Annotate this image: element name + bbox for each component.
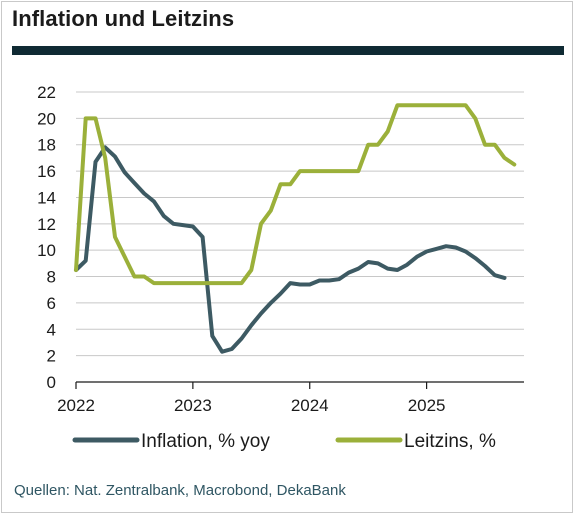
y-axis-tick-labels: 0 2 4 6 8 10 12 14 16 18 20 22 bbox=[37, 83, 56, 392]
legend: Inflation, % yoy Leitzins, % bbox=[72, 431, 496, 452]
y-tick-label-10: 10 bbox=[37, 241, 56, 260]
y-tick-label-2: 2 bbox=[47, 347, 56, 366]
y-tick-label-12: 12 bbox=[37, 215, 56, 234]
series-line-inflation bbox=[74, 145, 507, 354]
y-tick-label-20: 20 bbox=[37, 109, 56, 128]
y-tick-label-4: 4 bbox=[47, 320, 56, 339]
y-tick-label-0: 0 bbox=[47, 373, 56, 392]
grid-lines bbox=[76, 91, 524, 357]
y-tick-label-14: 14 bbox=[37, 188, 56, 207]
chart-title: Inflation und Leitzins bbox=[12, 6, 235, 31]
y-tick-label-22: 22 bbox=[37, 83, 56, 102]
y-tick-label-16: 16 bbox=[37, 162, 56, 181]
y-tick-label-8: 8 bbox=[47, 268, 56, 287]
x-axis-tick-labels: 2022 2023 2024 2025 bbox=[57, 396, 445, 415]
legend-label-inflation: Inflation, % yoy bbox=[141, 431, 270, 452]
y-tick-label-6: 6 bbox=[47, 294, 56, 313]
y-tick-label-18: 18 bbox=[37, 136, 56, 155]
x-tick-label-2025: 2025 bbox=[408, 396, 446, 415]
x-tick-label-2023: 2023 bbox=[174, 396, 212, 415]
title-rule bbox=[12, 46, 564, 55]
series-line-leitzins bbox=[74, 103, 517, 286]
source-note: Quellen: Nat. Zentralbank, Macrobond, De… bbox=[14, 482, 346, 499]
x-tick-label-2022: 2022 bbox=[57, 396, 95, 415]
data-series bbox=[74, 103, 517, 354]
x-tick-label-2024: 2024 bbox=[291, 396, 329, 415]
legend-label-leitzins: Leitzins, % bbox=[404, 431, 496, 452]
x-axis bbox=[75, 381, 524, 389]
